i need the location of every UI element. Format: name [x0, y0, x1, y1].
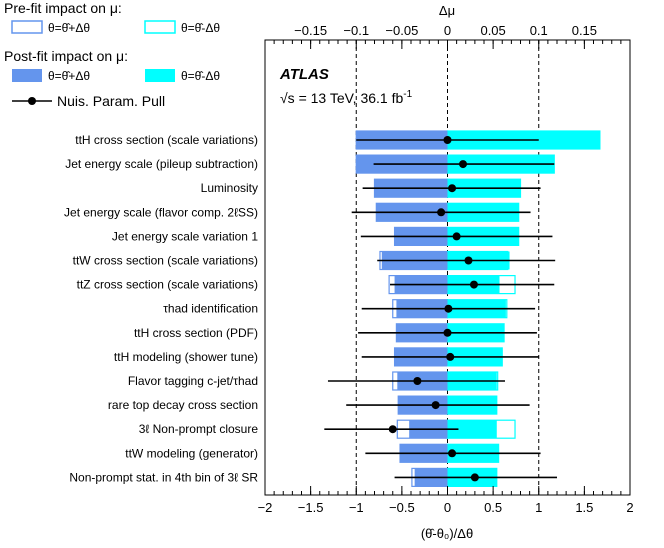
nuisance-parameter-label: 3ℓ Non-prompt closure [139, 422, 259, 436]
legend-prefit-up-label: θ=θ̂+Δθ [48, 21, 90, 35]
pull-marker [388, 425, 397, 434]
legend-prefit-down-label: θ=θ̂-Δθ [181, 21, 220, 35]
nuisance-parameter-label: Flavor tagging c-jet/τhad [128, 374, 258, 388]
bottom-tick-label: 0.5 [484, 500, 502, 515]
energy-lumi-text: √s = 13 TeV, 36.1 fb [280, 90, 403, 106]
bottom-tick-label: 1.5 [575, 500, 593, 515]
legend-pull-marker [28, 97, 36, 105]
nuisance-parameter-label: ttW modeling (generator) [125, 446, 258, 460]
pull-marker [413, 377, 422, 385]
pull-marker [443, 136, 452, 144]
nuisance-parameter-labels: ttH cross section (scale variations) Jet … [64, 133, 258, 484]
legend-prefit-title: Pre-fit impact on μ: [4, 0, 122, 16]
nuisance-parameter-label: ttH modeling (shower tune) [114, 350, 258, 364]
bottom-tick-label: −2 [258, 500, 273, 515]
bottom-axis: −2 −1.5 −1 −0.5 0 0.5 1 1.5 2 [258, 486, 634, 515]
lumi-exponent: -1 [403, 89, 412, 100]
top-axis-title: Δμ [439, 3, 455, 18]
top-tick-label: −0.1 [343, 23, 369, 38]
nuisance-parameter-label: Jet energy scale (pileup subtraction) [65, 157, 258, 171]
pull-marker [448, 449, 457, 458]
pull-marker [459, 160, 468, 169]
bottom-tick-label: 2 [626, 500, 633, 515]
top-tick-label: 0.1 [530, 23, 548, 38]
legend-postfit-up-swatch [12, 69, 42, 82]
legend-prefit-down-swatch [144, 20, 176, 34]
pull-markers [324, 136, 557, 482]
nuisance-parameter-label: Jet energy scale variation 1 [112, 229, 258, 243]
legend: Pre-fit impact on μ: θ=θ̂+Δθ θ=θ̂-Δθ Pos… [4, 0, 220, 109]
legend-pull-label: Nuis. Param. Pull [57, 93, 165, 109]
bottom-tick-label: −1.5 [298, 500, 324, 515]
top-axis: −0.15 −0.1 −0.05 0 0.05 0.1 0.15 [264, 23, 631, 49]
legend-postfit-up-label: θ=θ̂+Δθ [48, 69, 90, 83]
legend-prefit-up-swatch [11, 20, 43, 34]
legend-postfit-down-swatch [145, 69, 175, 82]
pull-marker [448, 184, 457, 193]
top-tick-label: 0.15 [572, 23, 597, 38]
pull-marker [443, 328, 452, 337]
postfit-down-bar [447, 420, 497, 439]
bottom-axis-title: (θ̂-θ₀)/Δθ [421, 526, 473, 541]
top-tick-label: 0 [444, 23, 451, 38]
pull-marker [470, 473, 479, 482]
nuisance-parameter-label: ttH cross section (PDF) [134, 326, 258, 340]
nuisance-parameter-label: ttH cross section (scale variations) [75, 133, 258, 147]
pull-marker [431, 401, 440, 410]
legend-postfit-down-label: θ=θ̂-Δθ [181, 69, 220, 83]
nuisance-parameter-label: τhad identification [163, 302, 258, 316]
legend-postfit-title: Post-fit impact on μ: [4, 48, 128, 64]
pull-marker [446, 352, 455, 361]
pull-marker [444, 304, 453, 313]
nuisance-parameter-label: ttZ cross section (scale variations) [77, 278, 258, 292]
bottom-tick-label: 1 [535, 500, 542, 515]
atlas-label: ATLAS [279, 66, 329, 83]
top-tick-label: −0.05 [385, 23, 418, 38]
pull-marker [452, 232, 461, 241]
pull-marker [469, 280, 478, 289]
bottom-tick-label: −0.5 [389, 500, 415, 515]
top-tick-label: 0.05 [480, 23, 505, 38]
pull-marker [464, 256, 473, 265]
nuisance-parameter-label: ttW cross section (scale variations) [73, 254, 258, 268]
top-tick-label: −0.15 [294, 23, 327, 38]
energy-lumi-label: √s = 13 TeV, 36.1 fb-1 [280, 89, 413, 106]
nuisance-parameter-label: Jet energy scale (flavor comp. 2ℓSS) [64, 205, 258, 219]
pull-marker [437, 208, 446, 217]
nuisance-parameter-label: Non-prompt stat. in 4th bin of 3ℓ SR [69, 470, 258, 484]
nuisance-parameter-label: rare top decay cross section [108, 398, 258, 412]
nuisance-parameter-label: Luminosity [201, 181, 258, 195]
bottom-tick-label: −1 [349, 500, 364, 515]
bottom-tick-label: 0 [444, 500, 451, 515]
